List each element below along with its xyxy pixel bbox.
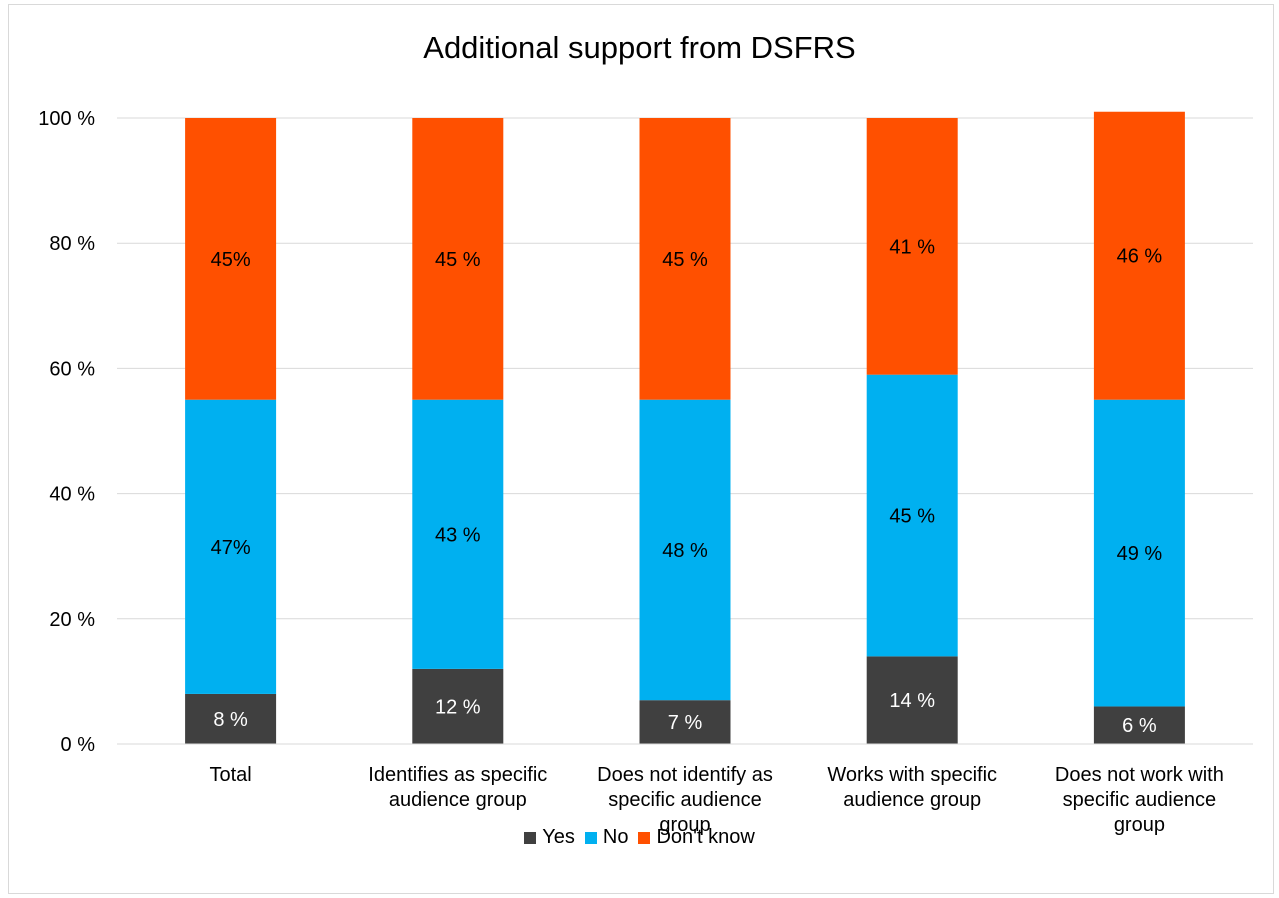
legend-label-no: No — [602, 826, 629, 848]
y-tick-label: 0 % — [61, 734, 96, 756]
x-category-label: group — [659, 814, 710, 836]
x-category-label: audience group — [843, 789, 981, 811]
x-category-label: group — [1114, 814, 1165, 836]
bar-segment — [412, 399, 504, 669]
bar-segment — [639, 700, 731, 744]
x-category-label: Does not work with — [1055, 764, 1224, 786]
legend-swatch-dont-know — [638, 831, 651, 844]
data-label: 45 % — [435, 249, 481, 271]
data-label: 7 % — [668, 712, 703, 734]
bar-segment — [866, 656, 958, 744]
legend-item-yes: Yes — [524, 826, 575, 849]
bar-segment — [1093, 706, 1185, 744]
data-label: 43 % — [435, 524, 481, 546]
bar-segment — [185, 399, 277, 694]
x-category-label: audience group — [389, 789, 527, 811]
x-category-label: Total — [209, 764, 251, 786]
bar-segment — [412, 668, 504, 744]
data-label: 14 % — [889, 690, 935, 712]
data-label: 6 % — [1122, 715, 1157, 737]
x-category-label: Works with specific — [827, 764, 997, 786]
bar-segment — [866, 118, 958, 375]
y-tick-label: 60 % — [49, 358, 95, 380]
x-category-label: Identifies as specific — [368, 764, 547, 786]
legend-swatch-yes — [524, 831, 537, 844]
data-label: 12 % — [435, 696, 481, 718]
data-label: 41 % — [889, 236, 935, 258]
bar-segment — [1093, 111, 1185, 400]
chart-legend: Yes No Don't know — [0, 826, 1279, 849]
x-category-label: Does not identify as — [597, 764, 773, 786]
chart-title: Additional support from DSFRS — [423, 30, 856, 65]
data-label: 47% — [211, 537, 251, 559]
y-tick-label: 40 % — [49, 484, 95, 506]
y-tick-label: 100 % — [38, 108, 95, 130]
bar-segment — [639, 118, 731, 400]
x-category-label: specific audience — [608, 789, 761, 811]
data-label: 8 % — [213, 709, 248, 731]
y-tick-label: 20 % — [49, 609, 95, 631]
data-label: 48 % — [662, 540, 708, 562]
y-tick-label: 80 % — [49, 233, 95, 255]
x-category-label: specific audience — [1063, 789, 1216, 811]
legend-item-no: No — [584, 826, 629, 849]
bar-segment — [866, 374, 958, 657]
data-label: 45 % — [889, 506, 935, 528]
bar-segment — [639, 399, 731, 701]
bar-segment — [185, 693, 277, 744]
legend-swatch-no — [584, 831, 597, 844]
data-label: 45% — [211, 249, 251, 271]
legend-item-dont-know: Don't know — [638, 826, 755, 849]
bar-segment — [412, 118, 504, 400]
bar-segment — [1093, 399, 1185, 707]
data-label: 46 % — [1117, 246, 1163, 268]
data-label: 45 % — [662, 249, 708, 271]
data-label: 49 % — [1117, 543, 1163, 565]
legend-label-yes: Yes — [542, 826, 575, 848]
bar-segment — [185, 118, 277, 400]
legend-label-dont-know: Don't know — [656, 826, 755, 848]
